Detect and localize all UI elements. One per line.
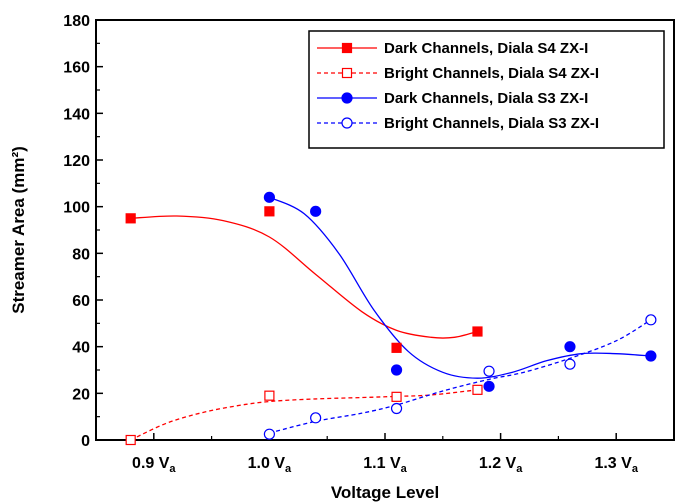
data-point (564, 358, 576, 370)
data-point (645, 350, 657, 362)
y-tick-label: 80 (72, 246, 90, 263)
data-point (125, 213, 136, 224)
x-tick-label: 0.9 Va (132, 455, 176, 475)
series-line (130, 215, 478, 339)
y-tick-label: 100 (63, 200, 90, 217)
legend-marker (341, 117, 353, 129)
x-axis-title: Voltage Level (331, 483, 439, 502)
legend-marker (341, 67, 353, 79)
data-point (263, 428, 275, 440)
data-point (390, 364, 403, 376)
data-point (472, 384, 483, 395)
series-markers (125, 191, 657, 446)
legend-entries: Dark Channels, Diala S4 ZX-I Bright Chann… (317, 40, 599, 132)
y-tick-label: 20 (72, 386, 90, 403)
y-tick-label: 40 (72, 340, 90, 357)
y-tick-label: 60 (72, 293, 90, 310)
legend-box (308, 30, 665, 149)
series-line (269, 319, 652, 434)
data-point (645, 314, 657, 326)
data-point (125, 434, 136, 446)
data-point (310, 412, 322, 424)
y-tick-label: 120 (63, 153, 90, 170)
data-point (564, 341, 576, 353)
y-tick-label: 140 (63, 106, 90, 123)
x-tick-label: 1.2 Va (479, 455, 523, 475)
data-point (390, 402, 403, 415)
y-tick-label: 0 (81, 433, 90, 450)
data-point (391, 391, 402, 402)
data-point (263, 191, 275, 203)
x-tick-label: 1.1 Va (363, 455, 407, 475)
data-point (483, 365, 495, 377)
x-tick-label: 1.0 Va (248, 455, 292, 475)
y-tick-label: 160 (63, 60, 90, 77)
x-tick-label: 1.3 Va (594, 455, 638, 475)
data-point (310, 205, 322, 217)
data-point (472, 326, 483, 337)
axis-ticks: 0 20 40 60 80 100 120 140 160 180 0.9 Va 1.0 Va 1.1 … (63, 13, 639, 475)
legend-label: Dark Channels, Diala S4 ZX-I (384, 40, 588, 57)
legend-label: Bright Channels, Diala S4 ZX-I (384, 65, 599, 82)
y-axis-title: Streamer Area (mm²) (9, 146, 28, 314)
series-line (269, 196, 651, 379)
y-tick-label: 180 (63, 13, 90, 30)
legend: Dark Channels, Diala S4 ZX-I Bright Chann… (308, 30, 665, 149)
data-point (391, 342, 402, 353)
legend-marker (341, 92, 353, 104)
data-point (264, 390, 275, 401)
legend-label: Bright Channels, Diala S3 ZX-I (384, 115, 599, 132)
series-curves (130, 196, 652, 441)
legend-marker (341, 42, 353, 54)
legend-label: Dark Channels, Diala S3 ZX-I (384, 90, 588, 107)
data-point (264, 206, 275, 217)
data-point (483, 380, 495, 392)
series-line (130, 389, 478, 441)
